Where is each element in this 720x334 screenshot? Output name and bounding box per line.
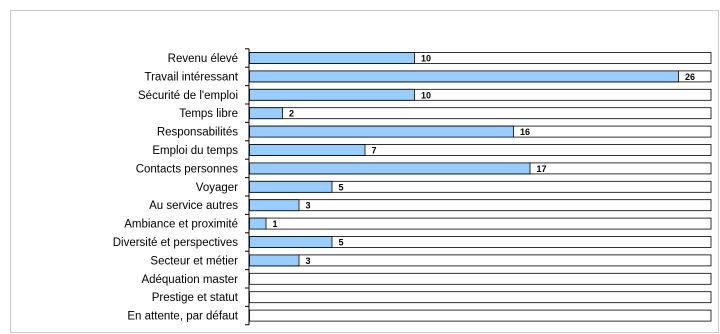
category-label: Au service autres — [149, 200, 238, 212]
bar-row: Responsabilités 16 — [157, 121, 712, 139]
category-label: Diversité et perspectives — [113, 237, 239, 249]
chart-frame: Revenu élevé 10 Travail intéressant 26 Sécur… — [10, 10, 719, 333]
data-label: 5 — [339, 238, 344, 248]
bar-row: Travail intéressant 26 — [144, 66, 712, 83]
bar-chart: Revenu élevé 10 Travail intéressant 26 Sécur… — [113, 48, 712, 326]
category-label: Contacts personnes — [136, 163, 239, 175]
bar-row: Secteur et métier 3 — [150, 250, 712, 267]
category-label: Voyager — [196, 182, 238, 194]
bar-track — [249, 272, 712, 285]
bar — [249, 254, 300, 267]
bar-track — [249, 107, 712, 120]
bar-row: Contacts personnes 17 — [136, 158, 712, 175]
bar — [249, 217, 267, 230]
bar-row: Adéquation master — [141, 269, 712, 286]
bar-row: Sécurité de l'emploi 10 — [138, 85, 712, 102]
category-label: Emploi du temps — [152, 145, 238, 157]
bar-row: Emploi du temps 7 — [152, 140, 712, 157]
bar-row: Diversité et perspectives 5 — [113, 232, 712, 249]
category-label: Prestige et statut — [152, 292, 239, 304]
category-label: Revenu élevé — [168, 53, 238, 65]
bar — [249, 125, 514, 138]
bar-row: Ambiance et proximité 1 — [124, 213, 712, 231]
category-label: Travail intéressant — [144, 71, 238, 83]
bar-row: En attente, par défaut — [127, 305, 712, 323]
category-label: Adéquation master — [141, 274, 238, 286]
bar-row: Prestige et statut — [152, 287, 712, 304]
data-label: 2 — [289, 109, 294, 119]
bar-row: Au service autres 3 — [149, 195, 712, 212]
bar — [249, 236, 333, 248]
category-label: Secteur et métier — [150, 255, 238, 267]
data-label: 10 — [421, 54, 431, 64]
bar — [249, 180, 333, 193]
data-label: 7 — [372, 146, 377, 156]
bar — [249, 70, 679, 83]
bar — [249, 107, 283, 120]
category-label: En attente, par défaut — [127, 311, 238, 323]
bar — [249, 162, 531, 175]
data-label: 16 — [520, 127, 530, 137]
data-label: 10 — [421, 90, 431, 100]
category-label: Sécurité de l'emploi — [138, 90, 238, 102]
bar-row: Revenu élevé 10 — [168, 48, 712, 65]
bar — [249, 144, 366, 156]
bar-track — [249, 309, 712, 322]
category-label: Ambiance et proximité — [124, 219, 238, 231]
bar-row: Voyager 5 — [196, 177, 712, 194]
category-label: Temps libre — [179, 108, 238, 120]
bar-track — [249, 291, 712, 304]
bar — [249, 199, 300, 212]
bar — [249, 52, 415, 64]
data-label: 1 — [273, 219, 278, 229]
data-label: 3 — [306, 256, 311, 266]
data-label: 3 — [306, 201, 311, 211]
bar-rows: Revenu élevé 10 Travail intéressant 26 Sécur… — [113, 48, 712, 326]
bar-row: Temps libre 2 — [179, 103, 712, 120]
data-label: 17 — [537, 164, 547, 174]
bar-track — [249, 217, 712, 230]
category-label: Responsabilités — [157, 127, 238, 139]
data-label: 26 — [685, 72, 695, 82]
bar — [249, 88, 415, 101]
bar-track — [249, 254, 712, 267]
bar-track — [249, 199, 712, 212]
data-label: 5 — [339, 182, 344, 192]
